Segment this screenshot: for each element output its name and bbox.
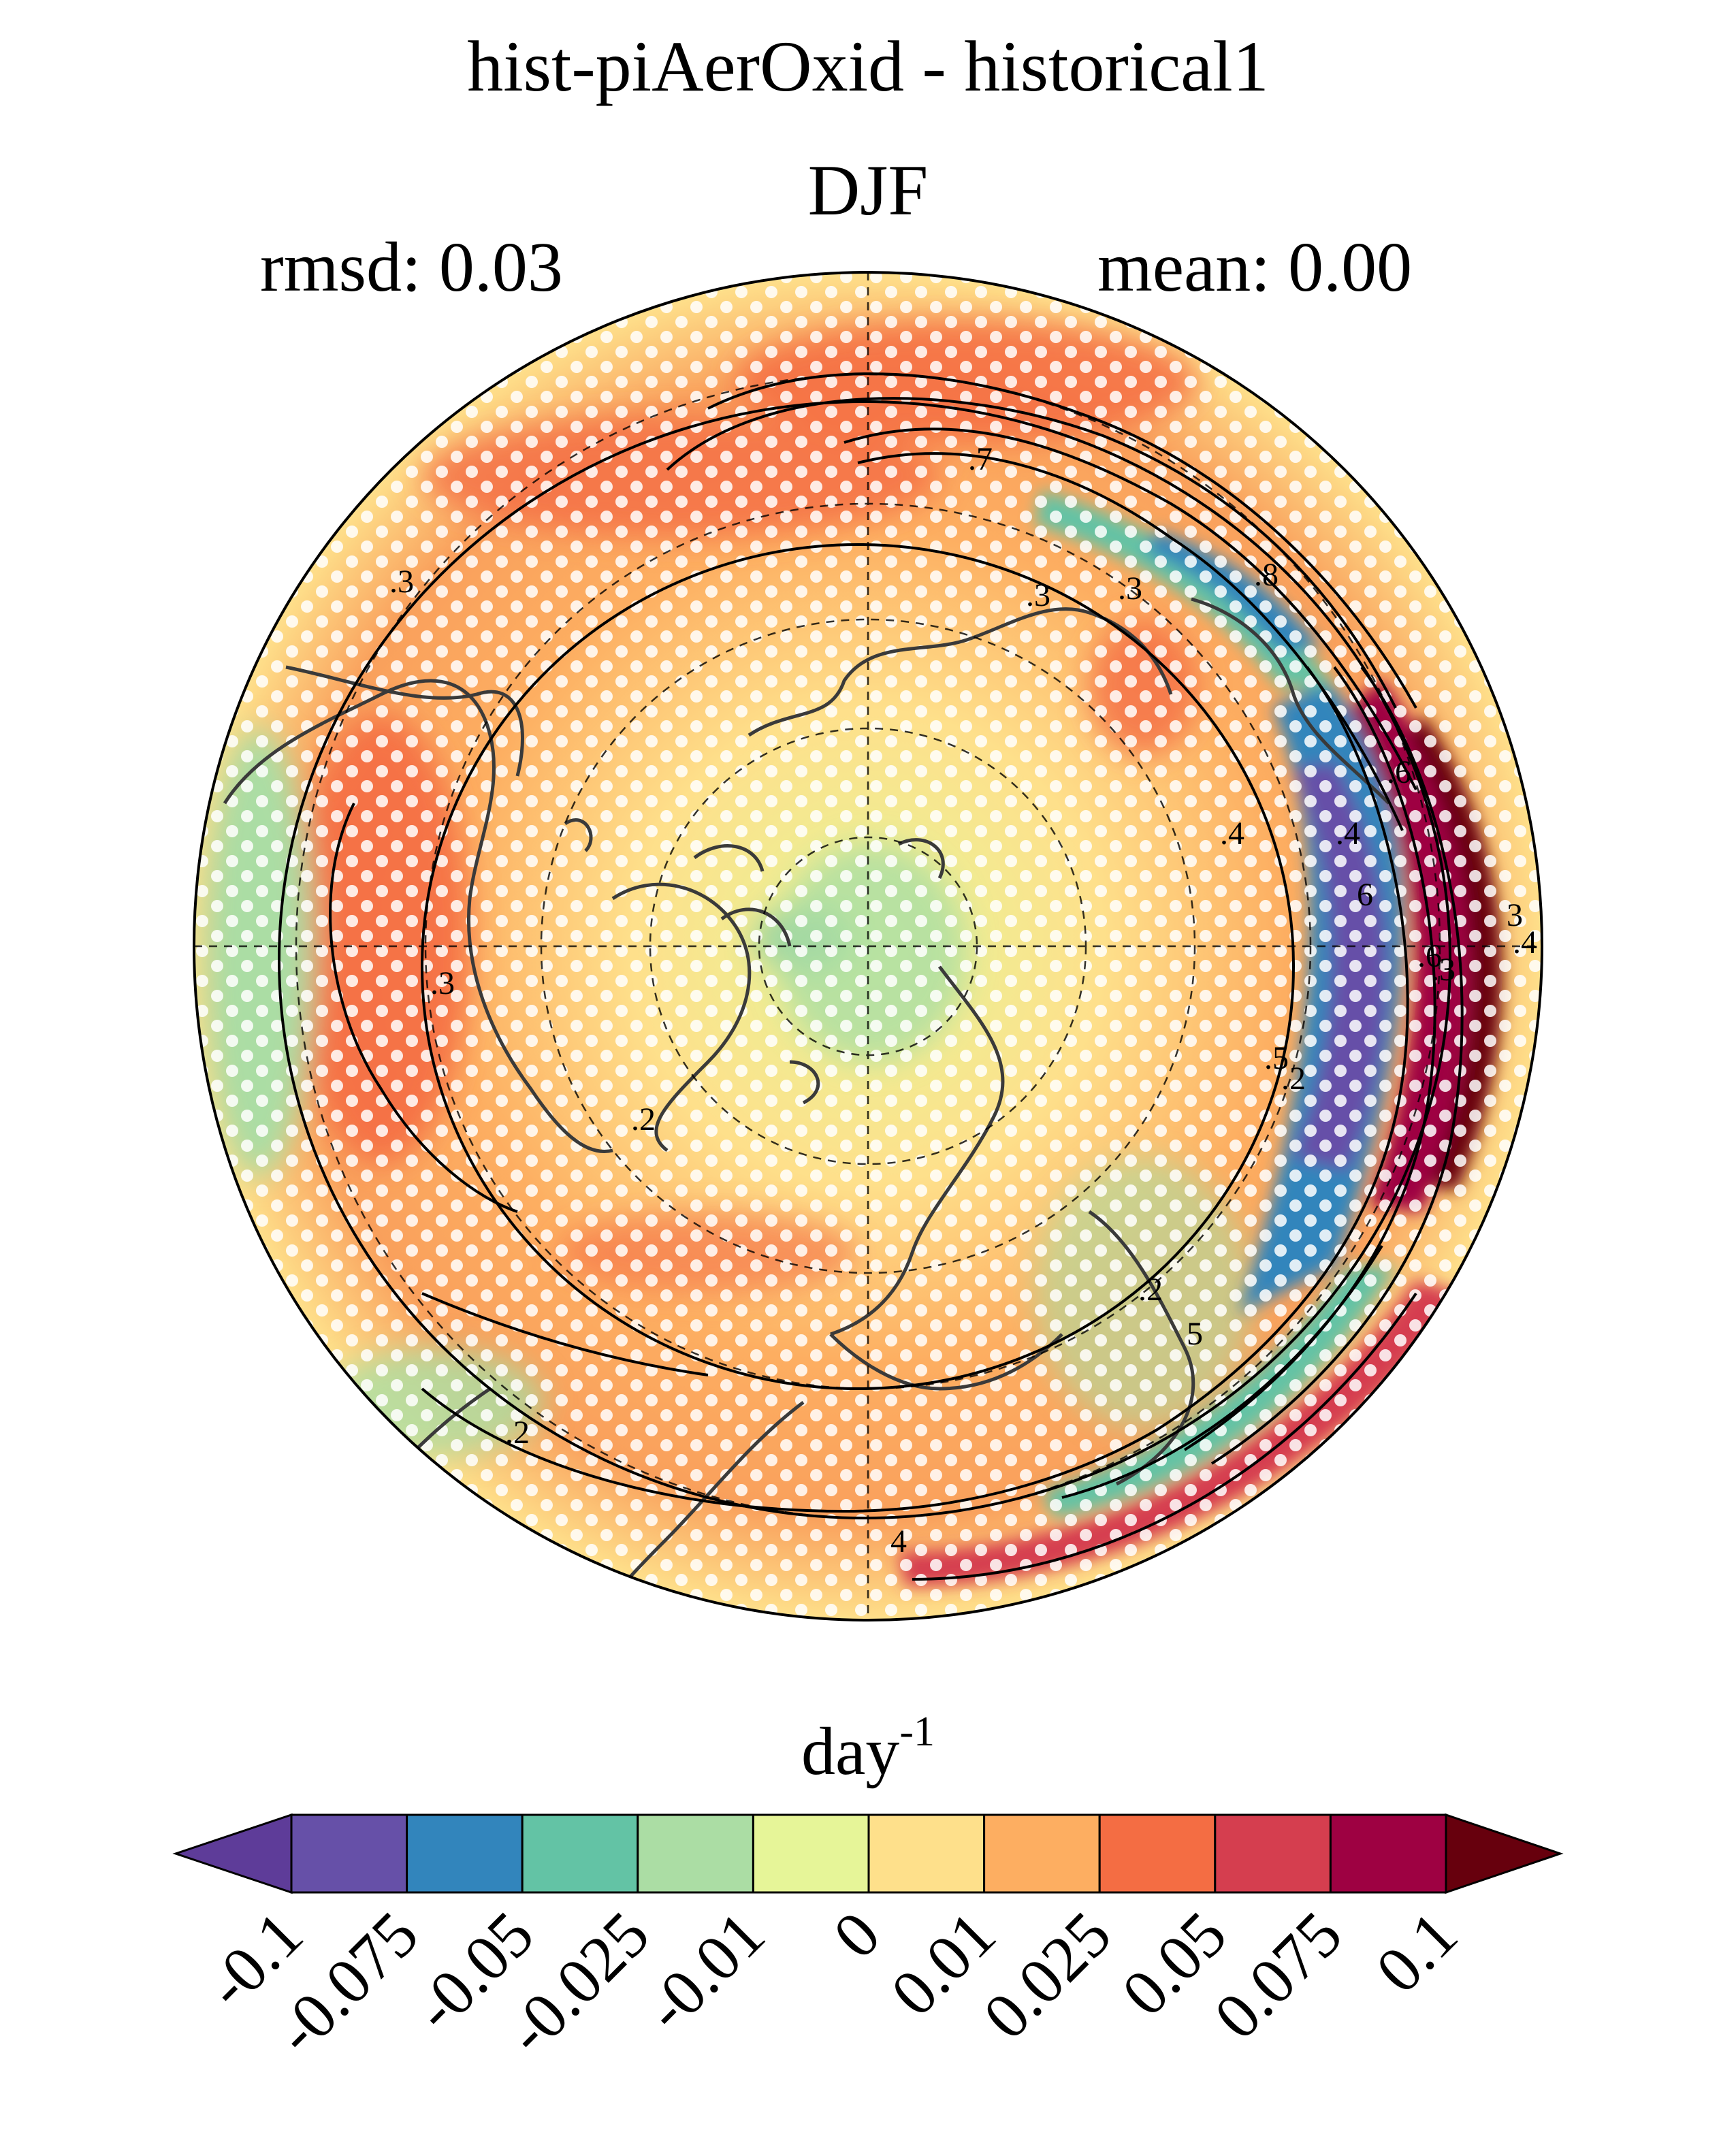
contour-label: .2 (1281, 1061, 1306, 1097)
rmsd-stat: rmsd: 0.03 (260, 228, 563, 306)
colorbar-segment (290, 1813, 408, 1894)
contour-label: .2 (505, 1415, 530, 1451)
contour-label: .2 (631, 1101, 656, 1137)
graticule (194, 272, 1542, 1620)
contour-label: .4 (1336, 816, 1360, 852)
map-boundary (193, 271, 1543, 1621)
contour-label: .4 (1220, 816, 1244, 852)
figure-title: hist-piAerOxid - historical1 (467, 27, 1269, 106)
colorbar-segment (752, 1813, 870, 1894)
colorbar-segment (1329, 1813, 1447, 1894)
contour-label: .2 (1138, 1272, 1163, 1308)
contour-label: .3 (389, 564, 414, 600)
colorbar-max-extension (1445, 1813, 1564, 1894)
contour-label: 6 (1357, 877, 1373, 913)
mean-stat: mean: 0.00 (1097, 228, 1413, 306)
contour-label: .4 (1513, 924, 1537, 961)
figure-subtitle: DJF (807, 150, 929, 230)
contour-label: 5 (1187, 1316, 1203, 1352)
colorbar-segment (983, 1813, 1101, 1894)
colorbar-segment (521, 1813, 639, 1894)
contour-labels: .7.3.3.3.8.6.46.4.653.2.5.34.2.2.4.3.2 (389, 441, 1537, 1560)
colorbar-segment (867, 1813, 986, 1894)
colorbar-segment (1214, 1813, 1332, 1894)
colorbar: -0.1-0.075-0.05-0.025-0.01 00.010.0250.05… (172, 1813, 1564, 2068)
units-exponent: -1 (899, 1709, 935, 1755)
contour-label: .5 (1264, 1040, 1289, 1076)
colorbar-tick-label: -0.01 (630, 1897, 778, 2045)
colorbar-segment (1098, 1813, 1217, 1894)
colorbar-tick-label: 0 (819, 1897, 894, 1972)
contour-label: .3 (430, 965, 455, 1001)
contour-label: .3 (1118, 570, 1142, 607)
colorbar-units: day-1 (0, 1711, 1736, 1789)
contour-label: 4 (890, 1523, 907, 1560)
colorbar-min-extension (172, 1813, 293, 1894)
contour-label: .6 (1417, 938, 1442, 974)
contour-label: 3 (1507, 897, 1523, 933)
units-base: day (801, 1713, 900, 1789)
contour-label: .8 (1254, 557, 1279, 593)
colorbar-tick-label: 0.025 (969, 1897, 1125, 2052)
colorbar-tick-label: 0.075 (1200, 1897, 1355, 2052)
colorbar-segment (406, 1813, 524, 1894)
contour-label: .7 (968, 441, 993, 477)
contour-label: .3 (1431, 952, 1456, 988)
contour-label: .3 (1026, 577, 1050, 613)
contour-label: .6 (1387, 754, 1411, 790)
colorbar-tick-label: 0.1 (1362, 1897, 1471, 2007)
colorbar-segment (637, 1813, 754, 1894)
